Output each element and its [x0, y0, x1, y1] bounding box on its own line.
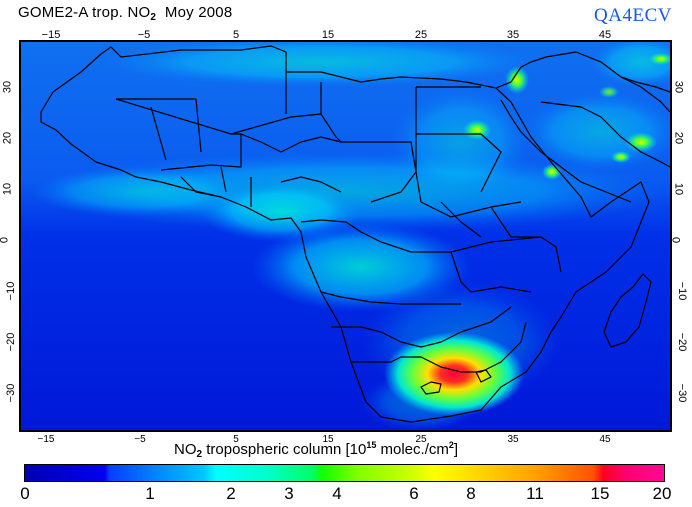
y-tick-right: −30	[675, 383, 688, 403]
no2-map	[21, 42, 670, 430]
x-tick-bottom: −15	[37, 434, 55, 445]
colorbar-tick: 0	[20, 484, 30, 503]
colorbar-tick: 11	[526, 484, 544, 503]
chart-title: GOME2-A trop. NO2 Moy 2008	[18, 4, 233, 23]
y-tick-left: 20	[1, 131, 14, 145]
colorbar-tick: 20	[652, 484, 672, 503]
y-tick-right: 0	[669, 236, 682, 244]
x-tick-top: 45	[598, 29, 612, 41]
colorbar-tick: 4	[332, 484, 342, 503]
colorbar-tick: 2	[226, 484, 236, 503]
x-tick-bottom: 5	[233, 434, 239, 445]
y-tick-left: −20	[4, 332, 17, 352]
x-tick-top: 5	[232, 29, 240, 41]
y-tick-right: −10	[675, 281, 688, 301]
x-tick-top: 15	[321, 29, 335, 41]
x-tick-bottom: 25	[415, 434, 427, 445]
y-tick-left: −30	[4, 383, 17, 403]
y-tick-right: −20	[675, 332, 688, 352]
x-tick-top: −15	[41, 29, 61, 41]
brand-label: QA4ECV	[594, 5, 672, 26]
y-tick-left: −10	[4, 281, 17, 301]
colorbar	[24, 464, 665, 482]
x-tick-bottom: 15	[322, 434, 334, 445]
colorbar-tick: 1	[145, 484, 155, 503]
colorbar-label: NO2 tropospheric column [1015 molec./cm2…	[174, 440, 459, 460]
colorbar-tick: 15	[590, 484, 610, 503]
y-tick-right: 20	[672, 131, 685, 145]
x-tick-bottom: 35	[507, 434, 519, 445]
colorbar-tick: 8	[466, 484, 476, 503]
y-tick-right: 10	[672, 182, 685, 196]
x-tick-top: 35	[506, 29, 520, 41]
y-tick-left: 10	[1, 182, 14, 196]
y-tick-left: 0	[0, 237, 11, 243]
x-tick-bottom: −5	[134, 434, 146, 445]
x-tick-top: −5	[137, 29, 151, 41]
y-tick-right: 30	[672, 80, 685, 94]
colorbar-tick: 3	[284, 484, 294, 503]
x-tick-bottom: 45	[599, 434, 611, 445]
colorbar-tick: 6	[409, 484, 419, 503]
x-tick-top: 25	[414, 29, 428, 41]
y-tick-left: 30	[1, 80, 14, 94]
